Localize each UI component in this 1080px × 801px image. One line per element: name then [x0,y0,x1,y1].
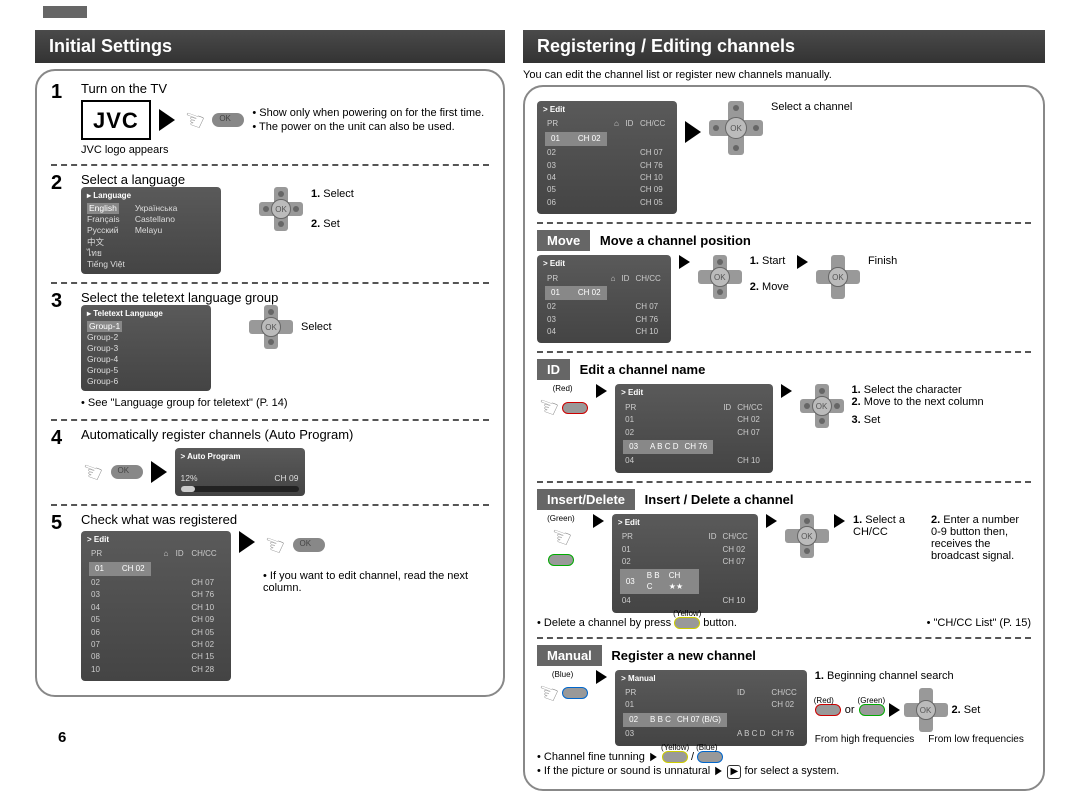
insdel-screen: > Edit PRIDCH/CC 01CH 02 02CH 07 03B B C… [612,514,758,613]
dpad-icon: OK [259,187,303,231]
hand-icon: ☞ [533,391,563,426]
dpad-icon: OK [698,255,742,299]
arrow-icon [239,531,255,553]
id-section: ID Edit a channel name (Red) ☞ > Edit PR… [537,359,1031,472]
insdel-tag: Insert/Delete [537,489,635,510]
step-3-note: See "Language group for teletext" (P. 14… [81,397,489,409]
step-3: 3 Select the teletext language group ▸ T… [51,290,489,412]
dpad-icon: OK [249,305,293,349]
step-4: 4 Automatically register channels (Auto … [51,427,489,495]
arrow-icon [151,461,167,483]
step-3-line: Select the teletext language group [81,290,489,305]
blue-button[interactable] [562,687,588,699]
step-4-num: 4 [51,427,71,450]
arrow-icon [159,109,175,131]
step-3-num: 3 [51,290,71,313]
red-button[interactable] [562,402,588,414]
move-tag: Move [537,230,590,251]
dpad-icon: OK [816,255,860,299]
ok-pill [212,113,244,127]
step-1-note1: Show only when powering on for the first… [252,107,489,119]
arrow-icon [596,670,607,684]
move-screen: > Edit PR⌂IDCH/CC 01CH 02 02CH 07 03CH 7… [537,255,671,343]
step-1-caption: JVC logo appears [81,144,489,156]
yellow-button[interactable]: (Yellow) [674,617,700,629]
id-label: Edit a channel name [580,362,706,377]
right-box: > Edit PR⌂IDCH/CC 01CH 02 02CH 07 03CH 7… [523,85,1045,791]
arrow-icon [889,703,900,717]
arrow-icon [685,121,701,143]
id-screen: > Edit PRIDCH/CC 01CH 02 02CH 07 03A B C… [615,384,772,472]
dpad-icon: OK [800,384,844,428]
id-tag: ID [537,359,570,380]
right-intro: You can edit the channel list or registe… [523,69,1045,81]
hand-icon: ☞ [546,520,576,555]
jvc-logo: JVC [81,100,151,140]
step-5: 5 Check what was registered > Edit PR⌂ID… [51,512,489,681]
manual-screen: > Manual PRIDCH/CC 01CH 02 02B B CCH 07 … [615,670,807,746]
arrow-icon [797,255,808,269]
green-button[interactable] [548,554,574,566]
edit-screen: > Edit PR⌂IDCH/CC 01CH 02 02CH 07 03CH 7… [81,531,231,681]
move-finish: Finish [868,255,897,267]
step-1-line: Turn on the TV [81,81,489,96]
autoprogram-screen: > Auto Program 12% CH 09 [175,448,305,495]
step-5-note: If you want to edit channel, read the ne… [263,570,489,594]
step-2: 2 Select a language ▸ Language English F… [51,172,489,274]
ok-pill [293,538,325,552]
step-4-line: Automatically register channels (Auto Pr… [81,427,489,442]
edit-screen-top: > Edit PR⌂IDCH/CC 01CH 02 02CH 07 03CH 7… [537,101,677,214]
hand-icon: ☞ [533,676,563,711]
dpad-icon: OK [709,101,763,155]
step-2-num: 2 [51,172,71,195]
arrow-icon [679,255,690,269]
green-button[interactable]: (Green) [859,704,885,716]
red-button[interactable]: (Red) [815,704,841,716]
manual-tag: Manual [537,645,602,666]
dpad-icon: OK [785,514,826,558]
hand-icon: ☞ [259,528,289,563]
right-header: Registering / Editing channels [523,30,1045,63]
step-3-select: Select [301,321,332,333]
move-label: Move a channel position [600,233,751,248]
dpad-icon: OK [904,688,948,732]
arrow-icon [766,514,777,528]
step-2-line: Select a language [81,172,489,187]
insdel-section: Insert/Delete Insert / Delete a channel … [537,489,1031,629]
manual-label: Register a new channel [611,648,756,663]
hand-icon: ☞ [77,455,107,490]
left-box: 1 Turn on the TV JVC ☞ Show only when po… [35,69,505,697]
arrow-icon [781,384,792,398]
step-1: 1 Turn on the TV JVC ☞ Show only when po… [51,81,489,156]
step-1-note2: The power on the unit can also be used. [252,121,489,133]
arrow-icon [834,514,845,528]
accent-box [43,6,87,18]
hand-icon: ☞ [178,103,208,138]
move-section: Move Move a channel position > Edit PR⌂I… [537,230,1031,343]
language-screen: ▸ Language English Français Русский 中文 ไ… [81,187,221,274]
page-number: 6 [58,729,66,746]
step-5-line: Check what was registered [81,512,489,527]
arrow-icon [716,766,723,774]
arrow-icon [593,514,604,528]
arrow-icon [650,752,657,760]
manual-section: Manual Register a new channel (Blue) ☞ >… [537,645,1031,779]
top-label: Select a channel [771,101,852,113]
step-5-num: 5 [51,512,71,535]
teletext-screen: ▸ Teletext Language Group-1 Group-2 Grou… [81,305,211,392]
ok-pill [111,465,143,479]
top-select: > Edit PR⌂IDCH/CC 01CH 02 02CH 07 03CH 7… [537,101,1031,214]
yellow-button[interactable]: (Yellow) [662,751,688,763]
step-1-num: 1 [51,81,71,104]
left-header: Initial Settings [35,30,505,63]
blue-button[interactable]: (Blue) [697,751,723,763]
insdel-label: Insert / Delete a channel [645,492,794,507]
arrow-icon [596,384,607,398]
